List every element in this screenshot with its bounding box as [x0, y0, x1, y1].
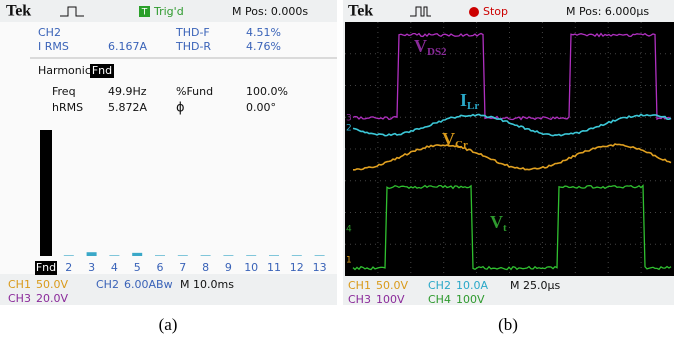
marker: 3 [346, 114, 352, 124]
ch3-value: 100V [376, 293, 405, 306]
ch1: CH1 [8, 278, 31, 291]
mpos: M Pos: 0.000s [232, 5, 308, 18]
ch2: CH2 [428, 279, 451, 292]
harmonic-label: 10 [244, 261, 258, 274]
ch2-value: 10.0A [456, 279, 488, 292]
state: Stop [483, 5, 508, 18]
marker: 2 [346, 124, 352, 134]
thdr-label: THD-R [175, 40, 211, 53]
brand: Tek [6, 3, 31, 20]
harmonic-bar [315, 255, 325, 256]
trig-icon: T [141, 8, 148, 18]
ch3: CH3 [348, 293, 371, 306]
harmonic-label: 3 [88, 261, 95, 274]
harmonic-bar [109, 255, 119, 256]
harmonic-label: 4 [111, 261, 118, 274]
harmonic-label: 11 [267, 261, 281, 274]
mpos: M Pos: 6.000μs [566, 5, 649, 18]
ch1-value: 50.0V [36, 278, 68, 291]
thdf-value: 4.51% [246, 26, 281, 39]
channel: CH2 [38, 26, 61, 39]
harmonic-bar [155, 255, 165, 256]
hrms-value: 5.872A [108, 101, 147, 114]
ch1: CH1 [348, 279, 371, 292]
ch1-value: 50.0V [376, 279, 408, 292]
harmonic-label: 5 [134, 261, 141, 274]
ch2: CH2 [96, 278, 119, 291]
ch4: CH4 [428, 293, 451, 306]
harmonic-bar [246, 255, 256, 256]
marker: 4 [346, 225, 352, 235]
freq-label: Freq [52, 85, 76, 98]
fund-value: 100.0% [246, 85, 288, 98]
harmonic-bar [223, 255, 233, 256]
harmonic-bar [201, 255, 211, 256]
ch2-value: 6.00ABw [124, 278, 173, 291]
harmonic-label: 13 [313, 261, 327, 274]
stop-dot [469, 7, 479, 17]
harmonic-label: Harmonic [38, 64, 91, 77]
rms-value: 6.167A [108, 40, 147, 53]
harmonic-bar [132, 253, 142, 256]
harmonic-bar [269, 255, 279, 256]
harmonic-label: Fnd [36, 261, 56, 274]
rms-label: I RMS [38, 40, 69, 53]
figure: Tek T Trig'd M Pos: 0.000s CH2 I RMS 6.1… [0, 0, 674, 339]
harmonic-label: 8 [202, 261, 209, 274]
harmonic-label: 9 [225, 261, 232, 274]
harmonic-bar [292, 255, 302, 256]
time: M 10.0ms [180, 278, 234, 291]
caption: (b) [498, 315, 518, 334]
harmonic-bar [87, 252, 97, 256]
page: {"panel_a":{"header":{"brand":"Tek","tri… [0, 0, 674, 339]
trigger: Trig'd [153, 5, 184, 18]
thdf-label: THD-F [175, 26, 210, 39]
ch3: CH3 [8, 292, 31, 305]
harmonic-label: 6 [157, 261, 164, 274]
time: M 25.0μs [510, 279, 560, 292]
harmonic-label: 7 [179, 261, 186, 274]
brand: Tek [348, 3, 373, 20]
thdr-value: 4.76% [246, 40, 281, 53]
phase-label: ϕ [176, 101, 185, 116]
ch4-value: 100V [456, 293, 485, 306]
harmonic-label: 12 [290, 261, 304, 274]
selected: Fnd [92, 64, 112, 77]
grid [345, 22, 674, 276]
harmonic-bar [64, 255, 74, 256]
harmonic-label: 2 [65, 261, 72, 274]
hrms-label: hRMS [52, 101, 83, 114]
caption: (a) [159, 315, 178, 334]
ch3-value: 20.0V [36, 292, 68, 305]
harmonic-bar [40, 130, 52, 256]
freq-value: 49.9Hz [108, 85, 147, 98]
marker: 1 [346, 256, 352, 266]
harmonic-bar [178, 255, 188, 256]
fund-label: %Fund [176, 85, 213, 98]
phase-value: 0.00° [246, 101, 276, 114]
